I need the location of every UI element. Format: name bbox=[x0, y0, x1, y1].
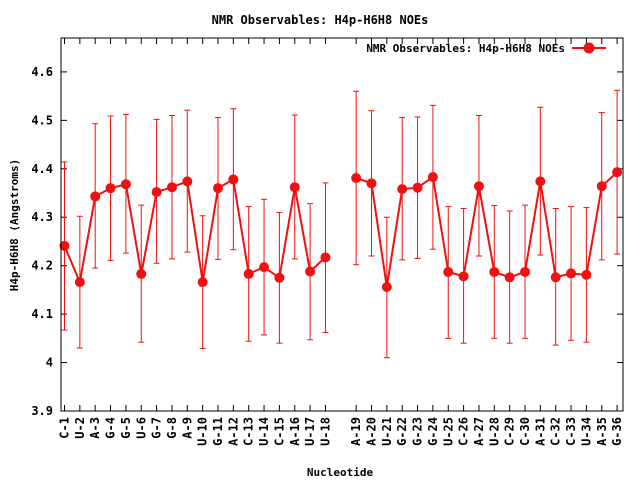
x-tick-label: C-13 bbox=[242, 417, 256, 446]
legend-marker bbox=[583, 42, 595, 54]
x-tick-label: U-2 bbox=[73, 417, 87, 439]
data-point bbox=[136, 268, 147, 279]
data-point bbox=[105, 183, 116, 194]
data-point bbox=[504, 272, 515, 283]
data-point bbox=[243, 268, 254, 279]
y-axis-ticks: 3.9 4 4.1 4.2 4.3 4.4 4.5 4.6 bbox=[31, 65, 623, 418]
x-tick-label: G-11 bbox=[211, 417, 225, 446]
data-point bbox=[228, 174, 239, 185]
data-point bbox=[489, 266, 500, 277]
data-point bbox=[566, 268, 577, 279]
x-tick-label: G-23 bbox=[411, 417, 425, 446]
data-point bbox=[520, 266, 530, 277]
series-line bbox=[63, 177, 327, 286]
plot-area bbox=[59, 89, 623, 359]
y-tick-label: 4.3 bbox=[31, 210, 53, 224]
x-tick-label: C-32 bbox=[549, 417, 563, 446]
data-point bbox=[151, 187, 162, 198]
data-point bbox=[120, 179, 131, 190]
x-axis-ticks: C-1 U-2 A-3 G-4 G-5 U-6 G-7 G-8 A-9 U-10 G-11 A-12 C… bbox=[58, 38, 624, 446]
data-point bbox=[535, 176, 546, 187]
data-point bbox=[427, 172, 438, 183]
x-tick-label: A-9 bbox=[180, 417, 194, 439]
data-point bbox=[612, 167, 623, 178]
series-line bbox=[355, 171, 618, 288]
data-point bbox=[90, 191, 101, 202]
chart-title: NMR Observables: H4p-H6H8 NOEs bbox=[212, 13, 429, 27]
x-tick-label: U-18 bbox=[318, 417, 332, 446]
data-point bbox=[182, 176, 193, 187]
data-point bbox=[320, 252, 331, 263]
x-tick-label: G-22 bbox=[395, 417, 409, 446]
y-tick-label: 3.9 bbox=[31, 404, 53, 418]
data-point bbox=[305, 266, 316, 277]
y-tick-label: 4.4 bbox=[31, 162, 53, 176]
x-tick-label: G-8 bbox=[165, 417, 179, 439]
x-tick-label: A-35 bbox=[595, 417, 609, 446]
data-point bbox=[366, 178, 377, 189]
x-tick-label: G-24 bbox=[426, 417, 440, 446]
x-tick-label: A-16 bbox=[288, 417, 302, 446]
data-point bbox=[550, 272, 561, 283]
x-tick-label: U-6 bbox=[134, 417, 148, 439]
data-point bbox=[596, 181, 607, 192]
x-tick-label: U-10 bbox=[196, 417, 210, 446]
data-point bbox=[289, 182, 300, 193]
data-point bbox=[397, 184, 408, 195]
x-tick-label: C-26 bbox=[457, 417, 471, 446]
x-axis-label: Nucleotide bbox=[307, 466, 374, 479]
x-tick-label: G-4 bbox=[104, 417, 118, 439]
x-tick-label: A-20 bbox=[365, 417, 379, 446]
data-point bbox=[458, 271, 469, 282]
data-point bbox=[412, 182, 423, 193]
x-tick-label: C-30 bbox=[518, 417, 532, 446]
data-point bbox=[59, 240, 70, 251]
x-tick-label: G-5 bbox=[119, 417, 133, 439]
data-point bbox=[473, 181, 484, 192]
x-tick-label: C-15 bbox=[272, 417, 286, 446]
data-point bbox=[274, 272, 285, 283]
x-tick-label: C-29 bbox=[503, 417, 517, 446]
y-axis-label: H4p-H6H8 (Angstroms) bbox=[8, 159, 21, 291]
x-tick-label: U-25 bbox=[441, 417, 455, 446]
legend: NMR Observables: H4p-H6H8 NOEs bbox=[366, 42, 606, 55]
data-point bbox=[197, 277, 208, 288]
y-tick-label: 4.5 bbox=[31, 113, 53, 127]
x-tick-label: A-31 bbox=[533, 417, 547, 446]
x-tick-label: U-14 bbox=[257, 417, 271, 446]
y-tick-label: 4.1 bbox=[31, 307, 53, 321]
data-point bbox=[259, 262, 270, 273]
x-tick-label: U-17 bbox=[303, 417, 317, 446]
x-tick-label: A-27 bbox=[472, 417, 486, 446]
data-point bbox=[381, 281, 392, 292]
data-point bbox=[213, 183, 223, 194]
data-point bbox=[351, 172, 362, 183]
x-tick-label: G-36 bbox=[610, 417, 624, 446]
x-tick-label: U-21 bbox=[380, 417, 394, 446]
x-tick-label: A-19 bbox=[349, 417, 363, 446]
x-tick-label: C-1 bbox=[58, 417, 72, 439]
plot-frame bbox=[60, 37, 624, 412]
data-point bbox=[581, 269, 592, 280]
y-tick-label: 4 bbox=[46, 356, 53, 370]
x-tick-label: U-34 bbox=[579, 417, 593, 446]
data-point bbox=[74, 277, 85, 288]
x-tick-label: U-28 bbox=[487, 417, 501, 446]
x-tick-label: A-3 bbox=[88, 417, 102, 439]
y-tick-label: 4.2 bbox=[31, 259, 53, 273]
y-tick-label: 4.6 bbox=[31, 65, 53, 79]
data-point bbox=[166, 182, 177, 193]
data-point bbox=[443, 266, 454, 277]
x-tick-label: G-7 bbox=[150, 417, 164, 439]
x-tick-label: C-33 bbox=[564, 417, 578, 446]
legend-label: NMR Observables: H4p-H6H8 NOEs bbox=[366, 42, 565, 55]
x-tick-label: A-12 bbox=[226, 417, 240, 446]
